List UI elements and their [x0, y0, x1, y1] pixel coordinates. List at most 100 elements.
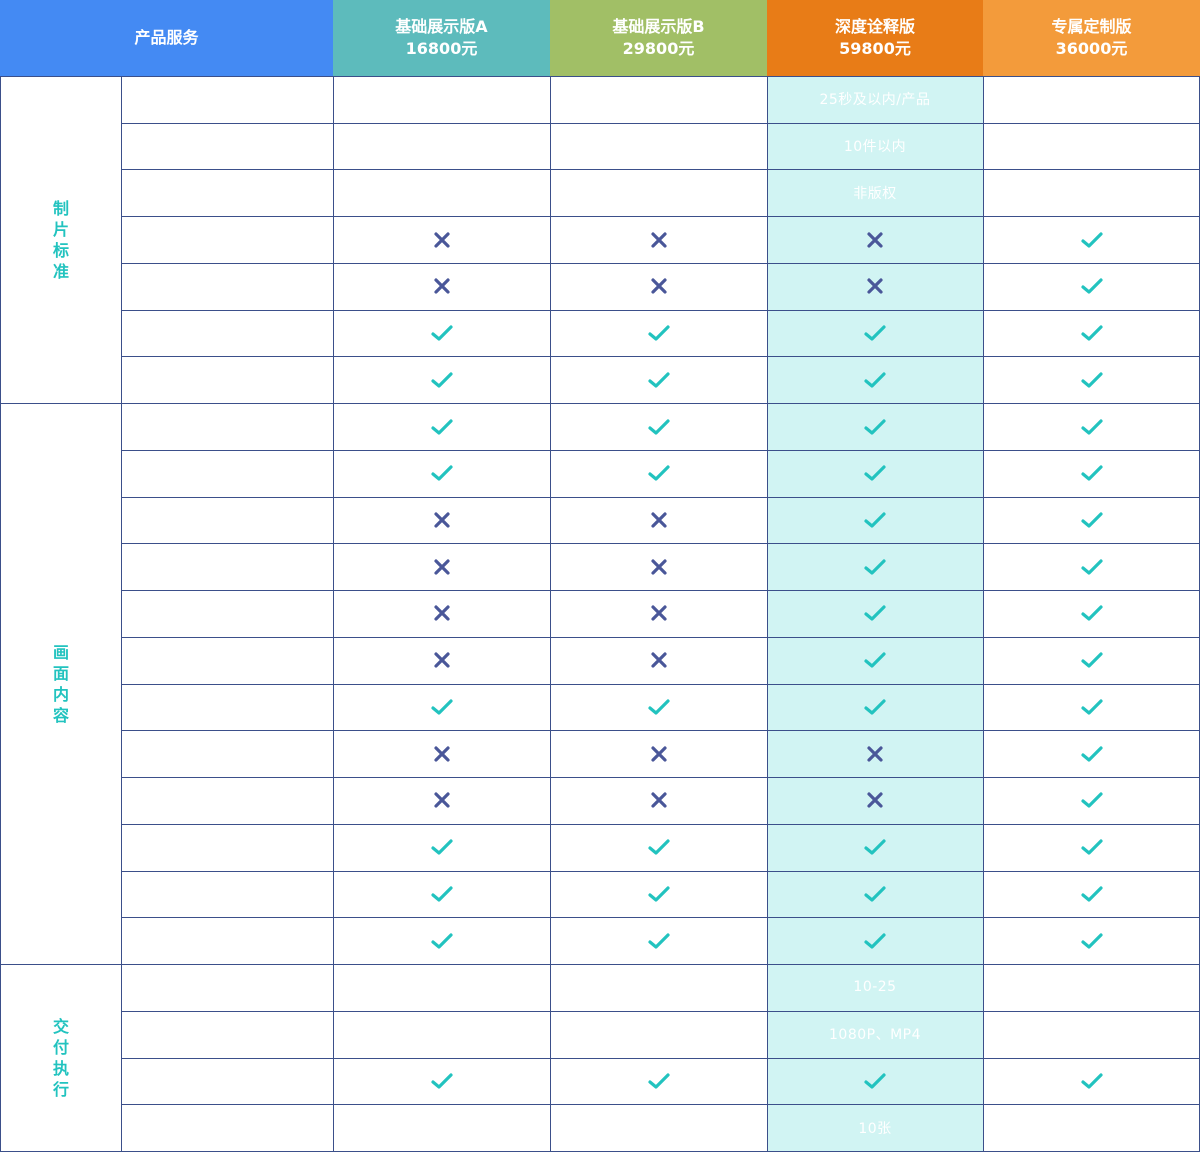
table-cell-deep	[767, 637, 983, 684]
table-cell-custom	[983, 263, 1200, 310]
cross-icon	[430, 508, 454, 532]
table-cell-deep	[767, 777, 983, 824]
table-cell-custom	[983, 964, 1200, 1011]
check-icon	[1080, 274, 1104, 298]
table-cell-basic-a	[333, 590, 550, 637]
check-icon	[430, 1069, 454, 1093]
group-label: 画面内容	[1, 403, 121, 964]
group-label-char: 执	[52, 1058, 69, 1078]
table-cell-basic-a	[333, 263, 550, 310]
check-icon	[863, 1069, 887, 1093]
check-icon	[430, 461, 454, 485]
table-cell-deep	[767, 356, 983, 403]
check-icon	[430, 321, 454, 345]
table-cell-deep	[767, 263, 983, 310]
table-cell-basic-b	[550, 216, 767, 263]
table-cell-basic-a	[333, 310, 550, 357]
group-label-char: 面	[52, 663, 69, 683]
group-label-char: 内	[52, 684, 69, 704]
table-cell-basic-a	[333, 824, 550, 871]
table-cell-basic-b	[550, 169, 767, 216]
table-cell-basic-a	[333, 216, 550, 263]
cross-icon	[647, 274, 671, 298]
cross-icon	[647, 508, 671, 532]
table-cell-custom	[983, 590, 1200, 637]
check-icon	[647, 835, 671, 859]
table-cell-custom	[983, 76, 1200, 123]
table-cell-basic-a	[333, 123, 550, 170]
cross-icon	[647, 648, 671, 672]
table-cell-deep: 非版权	[767, 169, 983, 216]
cross-icon	[430, 274, 454, 298]
group-label-char: 片	[52, 219, 69, 239]
table-cell-custom	[983, 1104, 1200, 1151]
cell-value: 25秒及以内/产品	[819, 92, 931, 109]
table-cell-basic-a	[333, 1104, 550, 1151]
table-cell-custom	[983, 450, 1200, 497]
group-label: 交付执行	[1, 964, 121, 1151]
table-cell-basic-a	[333, 1011, 550, 1058]
table-cell-deep	[767, 450, 983, 497]
check-icon	[647, 929, 671, 953]
check-icon	[1080, 321, 1104, 345]
cross-icon	[647, 228, 671, 252]
table-cell-deep: 10-25	[767, 964, 983, 1011]
table-cell-custom	[983, 123, 1200, 170]
cross-icon	[430, 648, 454, 672]
cross-icon	[430, 555, 454, 579]
table-cell-custom	[983, 730, 1200, 777]
table-cell-custom	[983, 216, 1200, 263]
table-cell-deep	[767, 1058, 983, 1105]
check-icon	[1080, 228, 1104, 252]
row-divider	[121, 310, 1200, 311]
row-divider	[121, 543, 1200, 544]
check-icon	[1080, 555, 1104, 579]
table-cell-custom	[983, 403, 1200, 450]
table-cell-custom	[983, 1011, 1200, 1058]
table-cell-basic-b	[550, 123, 767, 170]
check-icon	[1080, 882, 1104, 906]
check-icon	[863, 835, 887, 859]
check-icon	[430, 835, 454, 859]
group-label-char: 制	[52, 198, 69, 218]
table-cell-basic-a	[333, 684, 550, 731]
check-icon	[647, 368, 671, 392]
row-divider	[0, 403, 1200, 404]
table-cell-basic-a	[333, 871, 550, 918]
cross-icon	[863, 788, 887, 812]
table-cell-deep	[767, 590, 983, 637]
check-icon	[863, 368, 887, 392]
table-cell-basic-b	[550, 824, 767, 871]
row-divider	[121, 824, 1200, 825]
column-divider	[550, 76, 551, 1152]
cross-icon	[647, 742, 671, 766]
group-label-char: 交	[52, 1016, 69, 1036]
check-icon	[1080, 788, 1104, 812]
cross-icon	[430, 788, 454, 812]
table-cell-deep	[767, 684, 983, 731]
row-divider	[121, 1011, 1200, 1012]
table-cell-basic-b	[550, 871, 767, 918]
cell-value: 10件以内	[843, 139, 907, 156]
check-icon	[863, 882, 887, 906]
cross-icon	[647, 788, 671, 812]
table-cell-custom	[983, 1058, 1200, 1105]
column-divider	[983, 76, 984, 1152]
table-cell-basic-a	[333, 403, 550, 450]
header-plan-basic-b: 基础展示版B 29800元	[550, 0, 767, 76]
header-service-cell: 产品服务	[0, 0, 333, 76]
row-divider	[121, 684, 1200, 685]
check-icon	[647, 415, 671, 439]
table-cell-custom	[983, 917, 1200, 964]
check-icon	[863, 601, 887, 625]
table-cell-basic-b	[550, 543, 767, 590]
check-icon	[430, 368, 454, 392]
table-cell-custom	[983, 637, 1200, 684]
row-divider	[121, 590, 1200, 591]
header-plan-custom: 专属定制版 36000元	[983, 0, 1200, 76]
table-cell-basic-b	[550, 964, 767, 1011]
group-label: 制片标准	[1, 76, 121, 403]
check-icon	[1080, 601, 1104, 625]
cell-value: 1080P、MP4	[829, 1027, 921, 1044]
check-icon	[430, 415, 454, 439]
